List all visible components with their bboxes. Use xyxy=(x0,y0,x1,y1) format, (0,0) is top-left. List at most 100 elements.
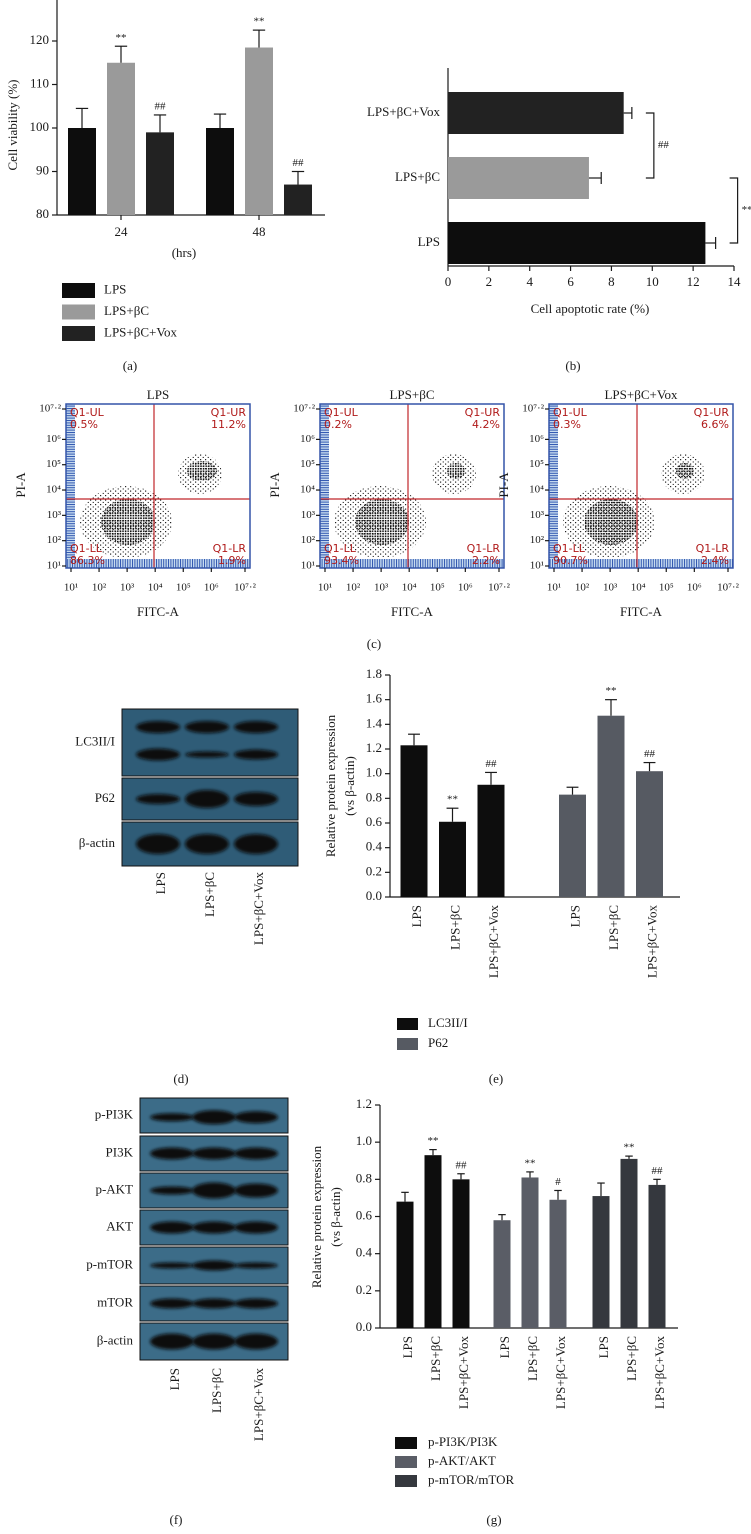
blot-row-label: p-PI3K xyxy=(95,1106,134,1121)
y-axis-label: (vs β-actin) xyxy=(328,1187,343,1247)
x-tick-label: LPS+βC+Vox xyxy=(652,1336,667,1410)
x-tick-label: 8 xyxy=(608,274,615,289)
flow-tick-label: 10² xyxy=(301,534,316,546)
blot-band xyxy=(234,792,278,806)
bar xyxy=(648,1184,666,1328)
panel-label: (b) xyxy=(565,358,580,373)
blot-band xyxy=(234,721,278,734)
legend-swatch xyxy=(395,1475,417,1487)
significance-mark: ** xyxy=(428,1135,439,1147)
significance-bracket xyxy=(729,177,739,244)
blot-band xyxy=(136,834,180,854)
significance-mark: ** xyxy=(742,204,751,216)
legend-label: p-AKT/AKT xyxy=(428,1453,496,1468)
flow-tick-label: 10⁴ xyxy=(148,582,163,594)
panel-label: (f) xyxy=(170,1512,183,1527)
x-tick-label: 48 xyxy=(253,224,266,239)
bar xyxy=(439,821,466,897)
quadrant-percent: 11.2% xyxy=(211,418,246,431)
flow-tick-label: 10⁷·² xyxy=(488,582,510,594)
legend-label: LPS+βC+Vox xyxy=(104,324,178,339)
y-axis-label: Cell viability (%) xyxy=(5,80,20,171)
plot-frame xyxy=(65,403,251,569)
y-axis-label: Relative protein expression xyxy=(323,714,338,857)
quadrant-percent: 4.2% xyxy=(472,418,500,431)
significance-mark: ## xyxy=(652,1165,664,1177)
flow-tick-label: 10⁶ xyxy=(46,433,61,445)
x-tick-label: 0 xyxy=(445,274,452,289)
flow-tick-label: 10⁴ xyxy=(529,484,544,496)
flow-tick-label: 10⁵ xyxy=(430,582,445,594)
flow-tick-label: 10⁷·² xyxy=(234,582,256,594)
x-tick-label: LPS+βC+Vox xyxy=(486,905,501,979)
blot-band xyxy=(150,1298,194,1309)
blot-band xyxy=(192,1110,236,1125)
blot-band xyxy=(234,1333,278,1350)
blot-band xyxy=(150,1262,194,1269)
quadrant-name: Q1-UR xyxy=(465,406,501,419)
legend-swatch xyxy=(62,283,95,298)
flow-tick-label: 10¹ xyxy=(301,560,315,572)
significance-mark: ## xyxy=(644,748,656,760)
legend-swatch xyxy=(395,1456,417,1468)
blot-lane-label: LPS+βC+Vox xyxy=(251,1368,266,1442)
event-cluster xyxy=(584,499,638,545)
quadrant-percent: 93.4% xyxy=(324,554,359,567)
bar xyxy=(245,47,273,216)
flow-tick-label: 10⁶ xyxy=(300,433,315,445)
significance-mark: ## xyxy=(658,139,670,151)
y-axis-label: (vs β-actin) xyxy=(342,756,357,816)
x-axis-label: FITC-A xyxy=(620,604,663,619)
blot-band xyxy=(150,1113,194,1122)
x-tick-label: 24 xyxy=(115,224,129,239)
flow-tick-label: 10² xyxy=(346,582,361,594)
y-tick-label: LPS+βC xyxy=(395,169,440,184)
y-tick-label: 110 xyxy=(30,75,49,90)
blot-band xyxy=(192,1298,236,1309)
flow-title: LPS+βC xyxy=(389,387,434,402)
x-tick-label: 12 xyxy=(687,274,700,289)
blot-band xyxy=(192,1333,236,1350)
x-axis-label: FITC-A xyxy=(137,604,180,619)
event-cluster xyxy=(676,463,694,479)
axis-hatch xyxy=(549,404,558,568)
x-tick-label: LPS+βC+Vox xyxy=(456,1336,471,1410)
blot-lane-label: LPS+βC+Vox xyxy=(251,872,266,946)
flow-tick-label: 10⁷·² xyxy=(522,403,544,415)
y-tick-label: 1.2 xyxy=(366,740,382,755)
x-tick-label: LPS xyxy=(497,1336,512,1358)
legend-swatch xyxy=(395,1437,417,1449)
flow-tick-label: 10⁵ xyxy=(46,458,61,470)
quadrant-name: Q1-UL xyxy=(553,406,588,419)
panel-label: (d) xyxy=(173,1071,188,1086)
blot-lane-label: LPS xyxy=(167,1368,182,1390)
bar xyxy=(206,128,234,215)
blot-band xyxy=(234,1298,278,1309)
quadrant-percent: 2.4% xyxy=(701,554,729,567)
event-cluster xyxy=(101,499,155,545)
quadrant-name: Q1-UR xyxy=(694,406,730,419)
x-tick-label: LPS+βC xyxy=(447,905,462,950)
quadrant-name: Q1-UL xyxy=(70,406,105,419)
blot-band xyxy=(192,1147,236,1160)
legend-label: LC3II/I xyxy=(428,1015,468,1030)
flow-tick-label: 10⁶ xyxy=(687,582,702,594)
bar xyxy=(477,784,505,897)
blot-band xyxy=(234,1147,278,1160)
blot-band xyxy=(185,721,229,734)
blot-band xyxy=(234,749,278,760)
blot-band xyxy=(234,1111,278,1124)
y-axis-label: PI-A xyxy=(267,472,282,498)
x-tick-label: 4 xyxy=(526,274,533,289)
flow-tick-label: 10⁴ xyxy=(46,484,61,496)
bar xyxy=(448,157,589,199)
axis-hatch xyxy=(549,559,733,568)
flow-tick-label: 10⁴ xyxy=(300,484,315,496)
axis-hatch xyxy=(320,559,504,568)
event-cluster xyxy=(355,499,409,545)
flow-tick-label: 10⁵ xyxy=(529,458,544,470)
panel-label: (g) xyxy=(486,1512,501,1527)
y-tick-label: 1.0 xyxy=(366,765,382,780)
blot-row-label: PI3K xyxy=(106,1144,134,1159)
